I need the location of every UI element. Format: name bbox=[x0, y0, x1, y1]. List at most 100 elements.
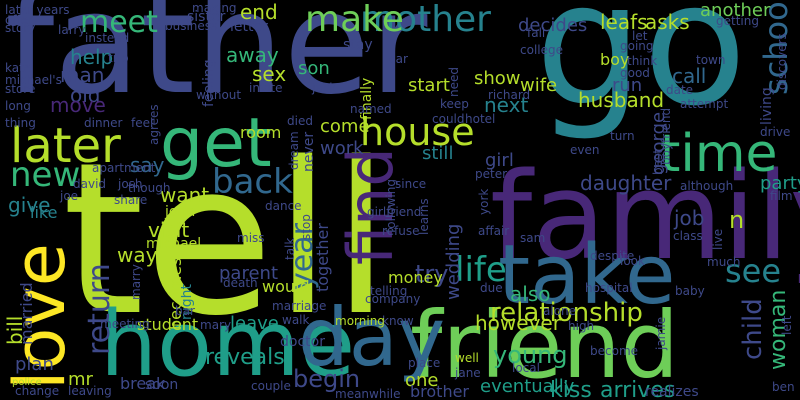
cloud-word: still bbox=[422, 143, 454, 164]
cloud-word: back bbox=[212, 162, 293, 202]
cloud-word: fall bbox=[527, 26, 546, 40]
cloud-word: wedding bbox=[443, 223, 464, 300]
cloud-word: alone bbox=[543, 304, 577, 318]
cloud-word: michael bbox=[146, 236, 202, 252]
cloud-word: mr bbox=[68, 369, 93, 390]
cloud-word: leafs bbox=[600, 10, 648, 34]
cloud-word: story bbox=[5, 21, 36, 35]
cloud-word: child bbox=[738, 298, 768, 360]
cloud-word: jack bbox=[312, 81, 337, 95]
cloud-word: girlfriend bbox=[367, 205, 422, 219]
cloud-word: man bbox=[60, 63, 105, 87]
cloud-word: sister bbox=[187, 9, 226, 25]
cloud-word: dinner bbox=[84, 116, 123, 130]
cloud-word: visit bbox=[148, 218, 190, 242]
cloud-word: way bbox=[117, 243, 158, 267]
cloud-word: apartment bbox=[92, 161, 156, 175]
cloud-word: never bbox=[301, 131, 317, 172]
cloud-word: although bbox=[680, 179, 734, 193]
cloud-word: also bbox=[510, 282, 551, 306]
cloud-word: feel bbox=[131, 116, 154, 130]
cloud-word: going bbox=[620, 39, 654, 53]
cloud-word: family bbox=[490, 148, 800, 287]
cloud-word: drive bbox=[760, 125, 791, 139]
cloud-word: show bbox=[474, 68, 521, 89]
cloud-word: another bbox=[700, 0, 771, 21]
cloud-word: old bbox=[70, 83, 101, 107]
cloud-word: home bbox=[100, 292, 356, 397]
cloud-word: keep bbox=[440, 97, 469, 111]
cloud-word: parent bbox=[219, 263, 279, 284]
cloud-word: place bbox=[408, 356, 441, 370]
cloud-word: walk bbox=[282, 313, 310, 327]
cloud-word: party bbox=[760, 173, 800, 194]
cloud-word: business bbox=[165, 19, 218, 33]
cloud-word: change bbox=[15, 384, 60, 398]
cloud-word: take bbox=[498, 228, 676, 323]
cloud-word: meanwhile bbox=[335, 387, 401, 400]
cloud-word: son bbox=[298, 58, 330, 79]
cloud-word: would bbox=[262, 277, 310, 296]
cloud-word: could bbox=[432, 112, 465, 126]
cloud-word: live bbox=[711, 228, 725, 250]
cloud-word: friend bbox=[410, 292, 680, 399]
cloud-word: girl bbox=[485, 150, 514, 171]
cloud-word: college bbox=[520, 43, 563, 57]
cloud-word: affair bbox=[478, 224, 510, 238]
cloud-word: kiss bbox=[550, 378, 592, 400]
cloud-word: miss bbox=[237, 231, 265, 245]
cloud-word: later bbox=[10, 118, 121, 174]
cloud-word: john bbox=[165, 204, 196, 220]
cloud-word: dance bbox=[265, 199, 302, 213]
cloud-word: want bbox=[160, 183, 210, 207]
cloud-word: money bbox=[388, 268, 443, 287]
cloud-word: like bbox=[30, 203, 58, 222]
cloud-word: realizes bbox=[645, 384, 699, 400]
cloud-word: boyfriend bbox=[659, 107, 673, 165]
cloud-word: break bbox=[120, 374, 166, 393]
cloud-word: mother bbox=[360, 0, 491, 40]
cloud-word: police bbox=[12, 377, 42, 388]
cloud-word: even bbox=[570, 143, 600, 157]
cloud-word: york bbox=[477, 188, 491, 215]
cloud-word: much bbox=[707, 255, 741, 269]
cloud-word: doctor bbox=[280, 334, 325, 350]
cloud-word: boy bbox=[600, 50, 630, 69]
cloud-word: go bbox=[535, 0, 747, 144]
cloud-word: share bbox=[114, 193, 148, 207]
cloud-word: n bbox=[729, 206, 745, 234]
cloud-word: life bbox=[455, 250, 507, 290]
cloud-word: room bbox=[240, 123, 282, 142]
cloud-word: move bbox=[50, 93, 106, 117]
cloud-word: talk bbox=[283, 237, 297, 260]
cloud-word: reveals bbox=[205, 345, 285, 370]
cloud-word: joe bbox=[60, 189, 79, 203]
cloud-word: hospital bbox=[585, 281, 633, 295]
cloud-word: together bbox=[313, 223, 332, 292]
cloud-word: new bbox=[10, 155, 81, 195]
cloud-word: day bbox=[298, 291, 446, 384]
cloud-word: despite bbox=[590, 249, 635, 263]
cloud-word: time bbox=[660, 124, 778, 184]
cloud-word: ben bbox=[772, 380, 795, 394]
cloud-word: jane bbox=[455, 366, 481, 380]
cloud-word: without bbox=[196, 88, 242, 102]
cloud-word: think bbox=[627, 54, 658, 68]
cloud-word: begin bbox=[293, 365, 361, 393]
cloud-word: know bbox=[382, 314, 414, 328]
cloud-word: hotel bbox=[465, 112, 496, 126]
cloud-word: local bbox=[512, 361, 540, 375]
cloud-word: living bbox=[759, 87, 775, 125]
cloud-word: get bbox=[160, 104, 272, 183]
cloud-word: josh bbox=[118, 177, 143, 191]
cloud-word: attempt bbox=[680, 97, 729, 111]
cloud-word: away bbox=[226, 43, 279, 67]
cloud-word: peter bbox=[475, 167, 508, 181]
cloud-word: refuse bbox=[382, 224, 420, 238]
cloud-word: mary bbox=[200, 318, 232, 332]
cloud-word: learns bbox=[417, 198, 431, 235]
cloud-word: give bbox=[8, 193, 51, 217]
cloud-word: michael's bbox=[5, 73, 62, 87]
cloud-word: brother bbox=[410, 382, 470, 400]
cloud-word: one bbox=[405, 370, 439, 391]
